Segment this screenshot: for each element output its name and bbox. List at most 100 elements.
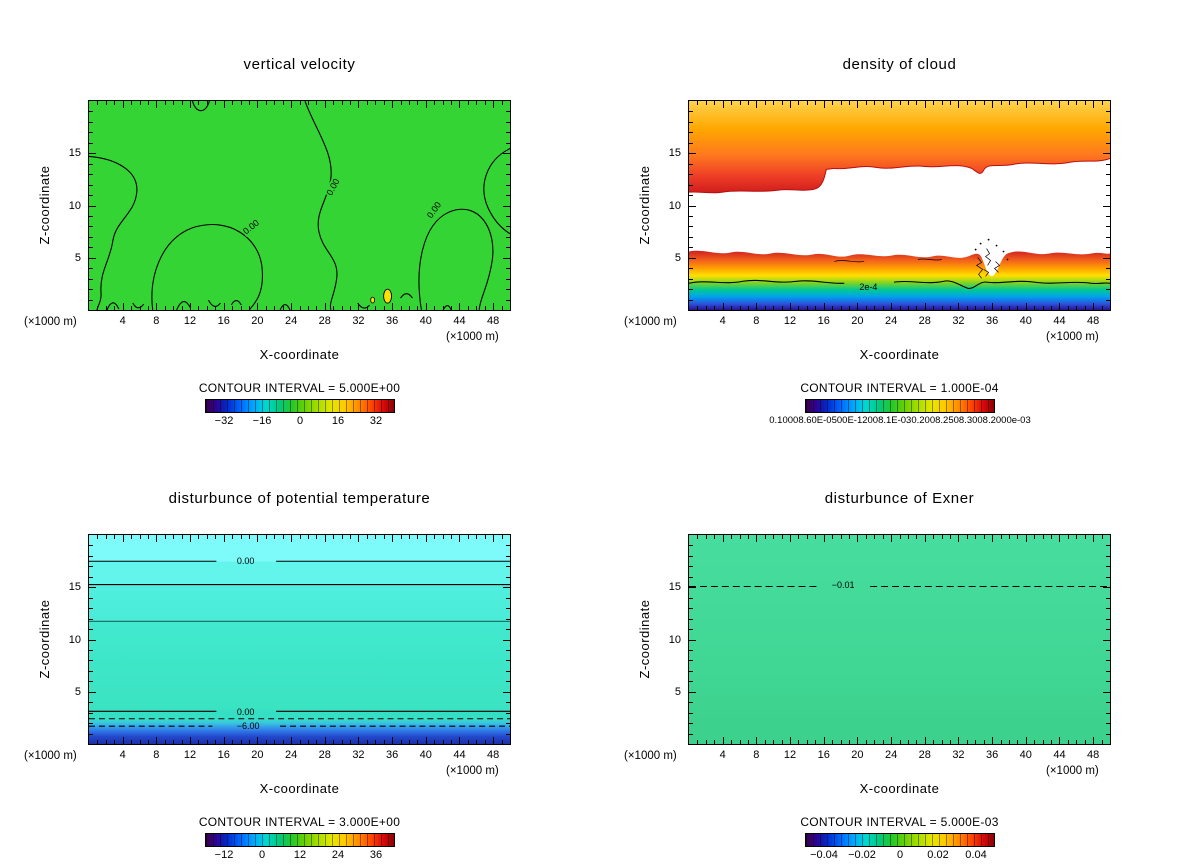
x-tick-mark	[933, 306, 935, 310]
x-tick-mark	[240, 740, 242, 744]
z-tick-mark	[506, 163, 510, 165]
x-tick-mark	[291, 535, 293, 542]
x-tick-mark	[731, 306, 733, 310]
x-tick-mark	[114, 535, 116, 539]
x-tick-mark	[773, 306, 775, 310]
z-tick-mark	[1106, 226, 1110, 228]
x-tick-mark	[97, 306, 99, 310]
x-tick-label: 4	[119, 315, 126, 327]
x-tick-mark	[840, 535, 842, 539]
x-unit-right: (×1000 m)	[446, 765, 499, 777]
z-tick-mark	[1106, 670, 1110, 672]
colorbar: −32 −16 0 16 32	[205, 399, 395, 429]
x-tick-mark	[501, 535, 503, 539]
z-tick-mark	[89, 142, 93, 144]
x-tick-label: 48	[487, 315, 500, 327]
x-tick-mark	[316, 535, 318, 539]
x-tick-mark	[1008, 306, 1010, 310]
x-tick-label: 48	[487, 749, 500, 761]
z-tick-mark	[689, 299, 693, 301]
x-tick-mark	[857, 535, 859, 542]
x-tick-mark	[1042, 306, 1044, 310]
x-tick-mark	[232, 740, 234, 744]
x-tick-mark	[476, 740, 478, 744]
x-tick-mark	[240, 535, 242, 539]
x-tick-mark	[501, 306, 503, 310]
x-tick-mark	[790, 737, 792, 744]
x-tick-label: 8	[153, 749, 160, 761]
panel-potential-temperature: disturbunce of potential temperature Z-c…	[0, 434, 600, 868]
z-tick-mark	[503, 639, 510, 641]
colorbar-tick-label: 12	[293, 849, 307, 861]
x-tick-mark	[815, 535, 817, 539]
x-tick-mark	[941, 306, 943, 310]
x-tick-mark	[764, 535, 766, 539]
x-tick-mark	[392, 303, 394, 310]
colorbar-gradient	[205, 399, 395, 413]
x-unit-left: (×1000 m)	[624, 750, 677, 762]
x-tick-mark	[232, 306, 234, 310]
z-tick-mark	[89, 153, 96, 155]
x-tick-mark	[358, 535, 360, 542]
x-tick-mark	[950, 535, 952, 539]
z-tick-mark	[1106, 215, 1110, 217]
x-tick-mark	[891, 535, 893, 542]
x-tick-mark	[882, 535, 884, 539]
z-tick-mark	[689, 121, 693, 123]
contour-field-svg	[689, 101, 1110, 310]
z-axis-label: Z-coordinate	[637, 165, 652, 245]
x-tick-mark	[781, 306, 783, 310]
x-tick-mark	[206, 306, 208, 310]
x-tick-mark	[941, 101, 943, 105]
speckle-dots	[974, 238, 1009, 261]
x-tick-label: 16	[817, 315, 830, 327]
plot-area: 4 8 12 16 20 24 28 32 36 40 44 48 5 10 15 2e-4	[669, 100, 1111, 327]
x-tick-mark	[764, 306, 766, 310]
x-tick-mark	[375, 306, 377, 310]
x-tick-mark	[282, 740, 284, 744]
x-tick-mark	[1034, 740, 1036, 744]
x-tick-mark	[1051, 740, 1053, 744]
z-tick-mark	[1106, 566, 1110, 568]
z-tick-mark	[506, 236, 510, 238]
x-tick-mark	[291, 101, 293, 108]
x-tick-mark	[756, 535, 758, 542]
x-tick-mark	[1093, 101, 1095, 108]
z-tick-mark	[1106, 121, 1110, 123]
x-tick-mark	[459, 535, 461, 542]
x-tick-mark	[366, 306, 368, 310]
x-tick-mark	[1093, 737, 1095, 744]
x-tick-mark	[139, 535, 141, 539]
colorbar-tick-labels: −12 0 12 24 36	[205, 849, 395, 863]
x-tick-mark	[240, 101, 242, 105]
z-tick-label: 15	[668, 581, 681, 594]
z-tick-mark	[89, 629, 93, 631]
x-tick-mark	[400, 306, 402, 310]
z-tick-mark	[89, 670, 93, 672]
x-tick-mark	[215, 306, 217, 310]
x-tick-mark	[122, 303, 124, 310]
x-tick-mark	[840, 101, 842, 105]
z-tick-label: 10	[668, 633, 681, 646]
colorbar-tick-label: 0.04	[965, 849, 987, 861]
z-tick-mark	[89, 608, 93, 610]
z-tick-mark	[689, 184, 693, 186]
z-tick-mark	[1106, 184, 1110, 186]
z-tick-mark	[506, 723, 510, 725]
x-tick-mark	[164, 740, 166, 744]
x-tick-mark	[1101, 101, 1103, 105]
x-tick-mark	[1025, 535, 1027, 542]
x-tick-mark	[933, 535, 935, 539]
x-unit-left: (×1000 m)	[24, 316, 77, 328]
x-tick-mark	[316, 101, 318, 105]
z-tick-mark	[506, 545, 510, 547]
z-tick-mark	[1106, 163, 1110, 165]
x-tick-mark	[257, 535, 259, 542]
x-tick-mark	[425, 101, 427, 108]
x-tick-mark	[181, 101, 183, 105]
z-tick-mark	[1103, 153, 1110, 155]
x-tick-label: 16	[217, 315, 230, 327]
x-tick-mark	[156, 101, 158, 108]
x-tick-mark	[1059, 101, 1061, 108]
x-tick-mark	[476, 535, 478, 539]
